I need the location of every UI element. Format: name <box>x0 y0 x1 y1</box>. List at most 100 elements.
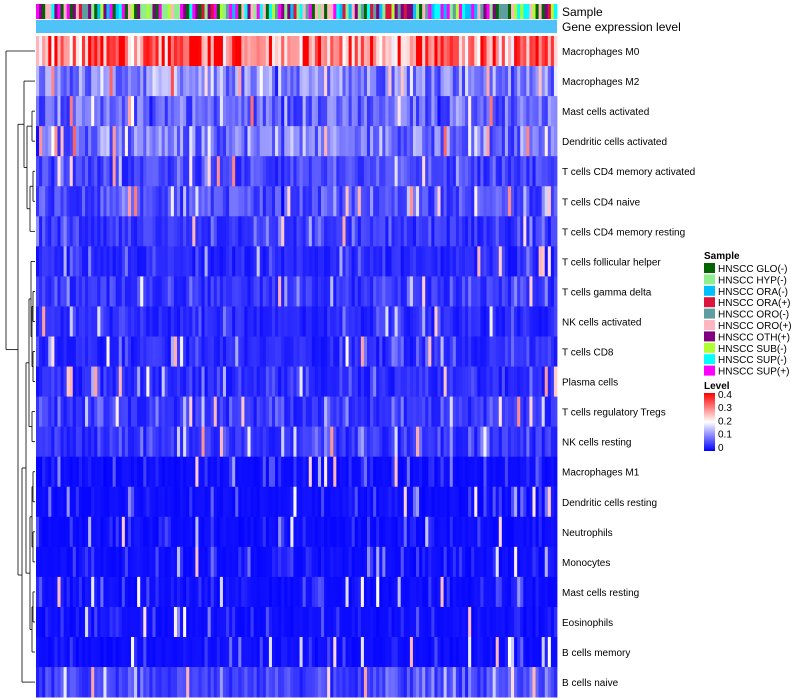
heatmap-cell <box>66 546 71 578</box>
heatmap-cell <box>232 156 236 187</box>
heatmap-cell <box>342 156 346 187</box>
heatmap-cell <box>88 546 92 578</box>
heatmap-cell <box>36 667 40 698</box>
heatmap-cell <box>538 486 543 518</box>
heatmap-cell <box>186 66 190 97</box>
heatmap-cell <box>489 516 494 548</box>
heatmap-cell <box>363 66 368 97</box>
heatmap-cell <box>271 456 276 488</box>
heatmap-cell <box>321 396 325 428</box>
heatmap-cell <box>452 246 457 277</box>
sample-annotation-cell <box>170 4 175 19</box>
heatmap-cell <box>437 516 441 548</box>
heatmap-cell <box>94 606 98 638</box>
heatmap-cell <box>498 186 503 217</box>
heatmap-cell <box>357 156 362 187</box>
heatmap-cell <box>333 336 337 367</box>
heatmap-cell <box>167 306 172 337</box>
heatmap-cell <box>529 216 533 247</box>
heatmap-cell <box>299 426 304 458</box>
heatmap-cell <box>72 66 77 97</box>
heatmap-cell <box>296 546 300 578</box>
heatmap-cell <box>416 246 420 277</box>
heatmap-cell <box>373 126 377 157</box>
heatmap-cell <box>124 126 129 157</box>
heatmap-cell <box>406 36 411 67</box>
heatmap-cell <box>296 66 300 97</box>
heatmap-cell <box>330 186 334 217</box>
heatmap-cell <box>97 246 101 277</box>
heatmap-cell <box>143 396 147 428</box>
sample-annotation-cell <box>330 4 334 19</box>
heatmap-cell <box>296 36 300 67</box>
heatmap-cell <box>54 276 58 307</box>
heatmap-cell <box>115 396 120 428</box>
heatmap-cell <box>541 276 546 307</box>
heatmap-cell <box>416 126 420 157</box>
heatmap-cell <box>305 246 310 277</box>
heatmap-cell <box>382 306 386 337</box>
heatmap-cell <box>526 216 530 247</box>
heatmap-cell <box>250 426 254 458</box>
heatmap-cell <box>42 366 46 397</box>
heatmap-cell <box>229 667 233 698</box>
sample-annotation-cell <box>265 4 270 19</box>
heatmap-cell <box>351 186 356 217</box>
heatmap-cell <box>339 216 343 247</box>
heatmap-cell <box>115 276 120 307</box>
heatmap-cell <box>180 156 184 187</box>
heatmap-cell <box>370 156 374 187</box>
heatmap-cell <box>91 366 95 397</box>
sample-annotation-cell <box>544 4 549 19</box>
sample-annotation-cell <box>57 4 61 19</box>
heatmap-cell <box>81 576 86 608</box>
heatmap-cell <box>437 96 441 127</box>
heatmap-cell <box>455 216 460 247</box>
heatmap-cell <box>443 486 448 518</box>
heatmap-cell <box>541 126 546 157</box>
heatmap-cell <box>440 156 445 187</box>
sample-annotation-cell <box>547 4 552 19</box>
heatmap-cell <box>42 276 46 307</box>
heatmap-cell <box>483 366 487 397</box>
heatmap-cell <box>489 426 494 458</box>
heatmap-cell <box>60 456 64 488</box>
heatmap-cell <box>78 456 83 488</box>
heatmap-cell <box>118 156 123 187</box>
heatmap-cell <box>265 576 270 608</box>
heatmap-cell <box>376 606 380 638</box>
heatmap-cell <box>351 576 356 608</box>
heatmap-cell <box>299 637 304 668</box>
heatmap-cell <box>88 96 92 127</box>
heatmap-cell <box>321 66 325 97</box>
heatmap-cell <box>192 667 196 698</box>
heatmap-cell <box>81 156 86 187</box>
heatmap-cell <box>216 667 221 698</box>
heatmap-cell <box>501 606 506 638</box>
heatmap-cell <box>284 36 288 67</box>
heatmap-cell <box>278 426 282 458</box>
heatmap-cell <box>204 186 209 217</box>
heatmap-cell <box>388 456 392 488</box>
heatmap-cell <box>97 336 101 367</box>
heatmap-cell <box>391 486 395 518</box>
heatmap-cell <box>81 36 86 67</box>
heatmap-cell <box>253 606 258 638</box>
heatmap-cell <box>155 336 159 367</box>
heatmap-cell <box>324 456 328 488</box>
heatmap-cell <box>284 396 288 428</box>
sample-annotation-cell <box>127 4 132 19</box>
heatmap-cell <box>241 306 245 337</box>
heatmap-cell <box>409 246 414 277</box>
heatmap-cell <box>302 366 307 397</box>
heatmap-cell <box>155 667 159 698</box>
heatmap-cell <box>176 576 181 608</box>
heatmap-cell <box>544 36 549 67</box>
heatmap-cell <box>51 426 55 458</box>
heatmap-cell <box>48 396 52 428</box>
heatmap-cell <box>336 186 340 217</box>
heatmap-cell <box>293 366 297 397</box>
sample-annotation-cell <box>376 4 380 19</box>
heatmap-cell <box>106 276 110 307</box>
heatmap-cell <box>88 576 92 608</box>
